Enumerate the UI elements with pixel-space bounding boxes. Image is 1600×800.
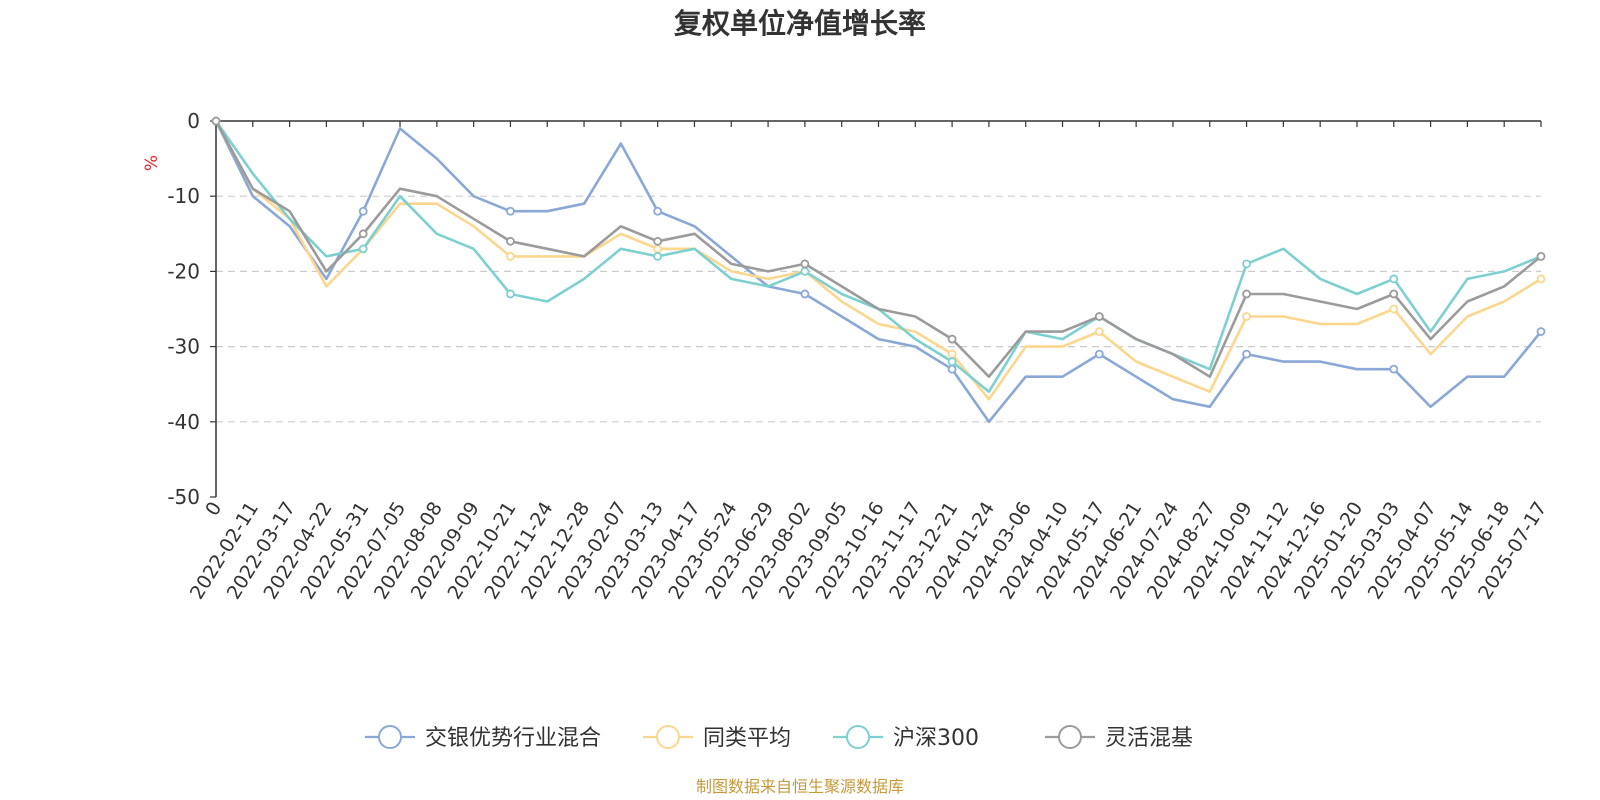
data-point bbox=[506, 251, 515, 261]
legend-swatch-marker bbox=[378, 725, 402, 749]
legend-swatch-marker bbox=[656, 725, 680, 749]
series-line bbox=[214, 120, 1543, 424]
legend[interactable]: 交银优势行业混合 同类平均 沪深300 灵活混基 bbox=[365, 725, 1193, 751]
y-tick-label: -30 bbox=[167, 335, 200, 359]
y-tick-label: -20 bbox=[167, 259, 200, 283]
data-point bbox=[947, 364, 957, 374]
data-point bbox=[947, 357, 957, 367]
legend-label: 灵活混基 bbox=[1105, 726, 1193, 751]
series-line bbox=[214, 120, 1542, 379]
x-axis-ticks: 02022-02-112022-03-172022-04-222022-05-3… bbox=[186, 121, 1551, 603]
data-point bbox=[358, 206, 368, 216]
data-point bbox=[358, 244, 368, 254]
data-point bbox=[947, 349, 957, 359]
series-group bbox=[211, 116, 1546, 424]
data-point bbox=[1389, 304, 1399, 314]
y-tick-label: -10 bbox=[167, 184, 200, 208]
chart-title: 复权单位净值增长率 bbox=[674, 7, 926, 40]
grid-lines bbox=[216, 195, 1541, 423]
data-point bbox=[1242, 259, 1251, 269]
y-axis-unit-label: % bbox=[142, 155, 162, 171]
data-point bbox=[800, 259, 810, 269]
legend-item[interactable]: 沪深300 bbox=[833, 725, 979, 751]
legend-item[interactable]: 交银优势行业混合 bbox=[365, 725, 601, 751]
data-point bbox=[1242, 312, 1251, 321]
data-point bbox=[211, 116, 221, 126]
series-line bbox=[214, 120, 1542, 394]
legend-swatch-marker bbox=[1058, 725, 1082, 749]
data-point bbox=[1242, 349, 1251, 359]
legend-label: 沪深300 bbox=[893, 726, 979, 751]
data-point bbox=[506, 236, 515, 246]
data-point bbox=[506, 289, 515, 299]
data-point bbox=[1094, 349, 1104, 359]
y-axis-ticks: 0 -10 -20 -30 -40 -50 bbox=[167, 109, 216, 509]
data-point bbox=[1242, 289, 1251, 299]
data-point bbox=[1094, 327, 1104, 336]
series-group bbox=[211, 116, 1546, 379]
data-point bbox=[1536, 251, 1546, 261]
data-point bbox=[506, 206, 515, 216]
legend-swatch-marker bbox=[846, 725, 870, 749]
legend-label: 交银优势行业混合 bbox=[425, 726, 601, 751]
data-point bbox=[1389, 274, 1399, 284]
data-point bbox=[653, 244, 663, 254]
y-tick-label: -40 bbox=[167, 410, 200, 434]
y-tick-label: 0 bbox=[187, 109, 200, 133]
y-tick-label: -50 bbox=[167, 485, 200, 509]
data-point bbox=[947, 334, 957, 344]
data-point bbox=[358, 229, 368, 239]
legend-item[interactable]: 灵活混基 bbox=[1045, 725, 1193, 751]
source-note: 制图数据来自恒生聚源数据库 bbox=[696, 777, 904, 796]
data-point bbox=[653, 236, 663, 246]
data-point bbox=[653, 251, 663, 261]
series-group bbox=[211, 116, 1546, 401]
series-lines bbox=[211, 116, 1546, 424]
series-group bbox=[211, 116, 1546, 394]
data-point bbox=[800, 266, 810, 276]
series-line bbox=[214, 120, 1542, 401]
legend-item[interactable]: 同类平均 bbox=[643, 725, 791, 751]
data-point bbox=[1094, 312, 1104, 321]
data-point bbox=[1389, 289, 1399, 299]
data-point bbox=[1536, 274, 1546, 284]
data-point bbox=[1389, 364, 1399, 374]
legend-label: 同类平均 bbox=[703, 726, 791, 751]
data-point bbox=[800, 289, 810, 299]
data-point bbox=[653, 206, 663, 216]
x-tick-label: 0 bbox=[201, 498, 226, 520]
data-point bbox=[1536, 327, 1546, 336]
